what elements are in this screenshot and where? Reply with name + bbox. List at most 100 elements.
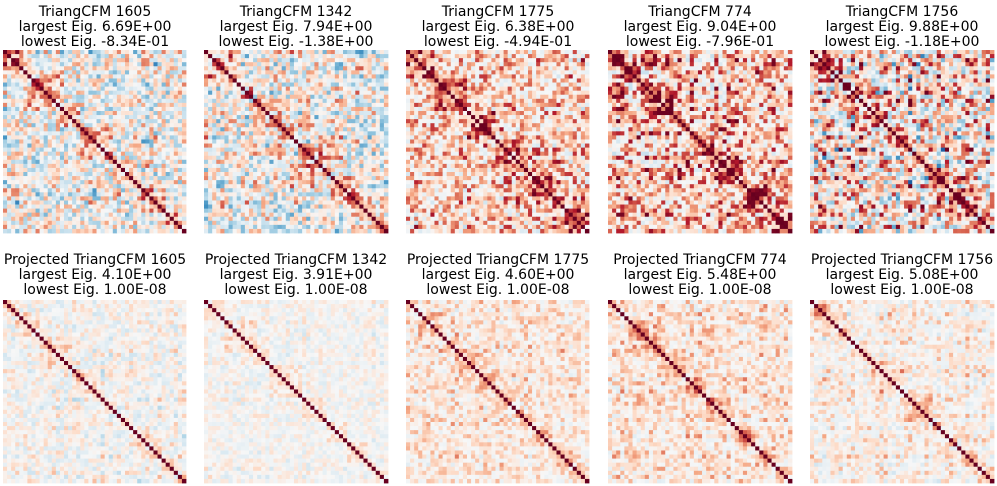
heatmap-cell — [503, 74, 509, 79]
heatmap-cell — [418, 50, 423, 55]
heatmap-cell — [80, 98, 85, 104]
heatmap-cell — [306, 163, 311, 169]
heatmap-cell — [224, 139, 229, 144]
heatmap-cell — [35, 90, 40, 96]
heatmap-cell — [564, 50, 570, 55]
heatmap-cell — [584, 90, 590, 96]
heatmap-cell — [462, 98, 468, 104]
heatmap-cell — [80, 196, 85, 201]
heatmap-cell — [11, 172, 16, 177]
heatmap-cell — [277, 200, 283, 205]
heatmap-cell — [137, 224, 142, 230]
heatmap-cell — [169, 98, 175, 104]
heatmap-cell — [72, 135, 77, 140]
heatmap-cell — [165, 106, 171, 112]
heatmap-cell — [343, 204, 348, 209]
heatmap-cell — [23, 159, 28, 165]
heatmap-cell — [19, 208, 24, 214]
heatmap-cell — [318, 143, 323, 148]
heatmap-cell — [129, 216, 134, 222]
heatmap-cell — [426, 66, 431, 71]
heatmap-cell — [112, 94, 118, 100]
heatmap-cell — [3, 50, 8, 55]
heatmap-cell — [84, 135, 89, 140]
heatmap-cell — [371, 204, 377, 209]
heatmap-cell — [544, 127, 549, 132]
heatmap-cell — [149, 224, 154, 230]
heatmap-cell — [318, 106, 323, 112]
heatmap-cell — [133, 200, 138, 205]
heatmap-cell — [88, 119, 93, 124]
heatmap-cell — [363, 192, 368, 197]
heatmap-cell — [491, 119, 496, 124]
heatmap-3 — [406, 50, 590, 234]
heatmap-cell — [216, 220, 221, 226]
heatmap-cell — [181, 167, 187, 173]
heatmap-cell — [224, 119, 229, 124]
heatmap-cell — [236, 188, 242, 193]
heatmap-cell — [519, 115, 525, 120]
heatmap-cell — [343, 151, 348, 157]
heatmap-cell — [536, 106, 541, 112]
heatmap-cell — [145, 204, 150, 209]
heatmap-cell — [330, 94, 336, 100]
heatmap-cell — [359, 143, 364, 148]
heatmap-cell — [145, 94, 150, 100]
heatmap-cell — [208, 163, 213, 169]
heatmap-cell — [269, 98, 274, 104]
heatmap-cell — [450, 74, 456, 79]
heatmap-cell — [322, 119, 328, 124]
heatmap-cell — [116, 111, 122, 116]
heatmap-cell — [92, 50, 97, 55]
heatmap-cell — [153, 172, 158, 177]
heatmap-cell — [475, 74, 480, 79]
heatmap-cell — [100, 127, 106, 132]
heatmap-cell — [31, 147, 36, 153]
heatmap-cell — [15, 86, 20, 92]
heatmap-cell — [487, 74, 492, 79]
heatmap-cell — [355, 102, 360, 108]
heatmap-cell — [330, 180, 336, 185]
heatmap-cell — [244, 111, 250, 116]
heatmap-cell — [334, 131, 340, 136]
heatmap-cell — [39, 86, 45, 92]
heatmap-cell — [414, 62, 419, 67]
heatmap-cell — [273, 143, 278, 148]
heatmap-cell — [343, 176, 348, 181]
heatmap-cell — [161, 102, 167, 108]
heatmap-cell — [375, 90, 381, 96]
heatmap-cell — [100, 82, 106, 87]
heatmap-cell — [80, 167, 85, 173]
heatmap-cell — [347, 200, 352, 205]
heatmap-cell — [293, 54, 299, 59]
heatmap-cell — [76, 216, 81, 222]
heatmap-cell — [273, 159, 278, 165]
heatmap-cell — [224, 147, 229, 153]
heatmap-cell — [306, 62, 311, 67]
heatmap-cell — [495, 115, 500, 120]
heatmap-cell — [232, 151, 238, 157]
heatmap-cell — [133, 78, 138, 83]
heatmap-cell — [43, 167, 49, 173]
heatmap-cell — [483, 90, 488, 96]
heatmap-cell — [76, 82, 81, 87]
heatmap-cell — [511, 94, 517, 100]
heatmap-cell — [232, 167, 238, 173]
heatmap-cell — [261, 66, 266, 71]
heatmap-cell — [511, 74, 517, 79]
heatmap-cell — [100, 147, 106, 153]
heatmap-cell — [487, 78, 492, 83]
heatmap-cell — [7, 123, 12, 128]
heatmap-cell — [39, 139, 45, 144]
heatmap-cell — [351, 143, 356, 148]
heatmap-cell — [310, 196, 315, 201]
heatmap-cell — [88, 127, 93, 132]
heatmap-cell — [108, 188, 114, 193]
heatmap-cell — [177, 86, 183, 92]
heatmap-cell — [224, 94, 229, 100]
heatmap-cell — [104, 167, 110, 173]
heatmap-cell — [31, 131, 36, 136]
heatmap-cell — [39, 102, 45, 108]
heatmap-cell — [248, 167, 254, 173]
heatmap-cell — [153, 98, 158, 104]
